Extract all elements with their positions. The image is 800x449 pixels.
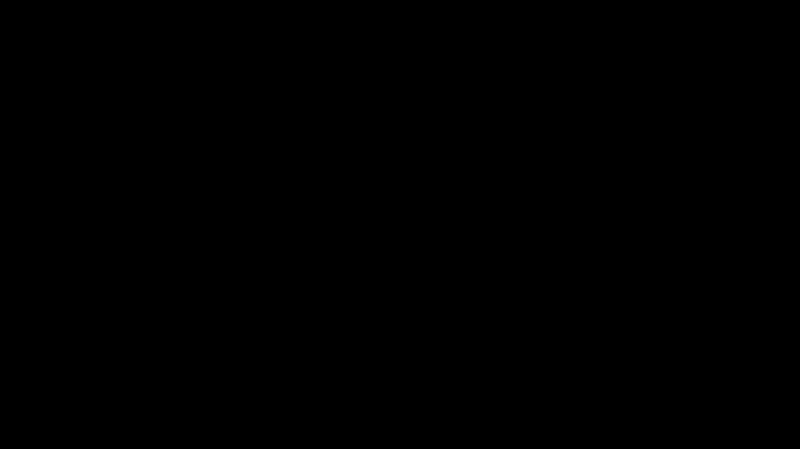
- limb-step-2: [770, 390, 800, 449]
- limb-step-3: [786, 230, 800, 330]
- limb-step-1: [778, 330, 800, 390]
